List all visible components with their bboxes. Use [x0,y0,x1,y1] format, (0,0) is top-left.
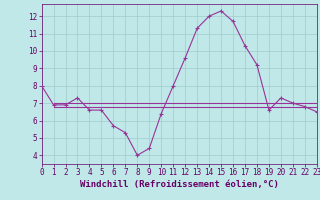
X-axis label: Windchill (Refroidissement éolien,°C): Windchill (Refroidissement éolien,°C) [80,180,279,189]
